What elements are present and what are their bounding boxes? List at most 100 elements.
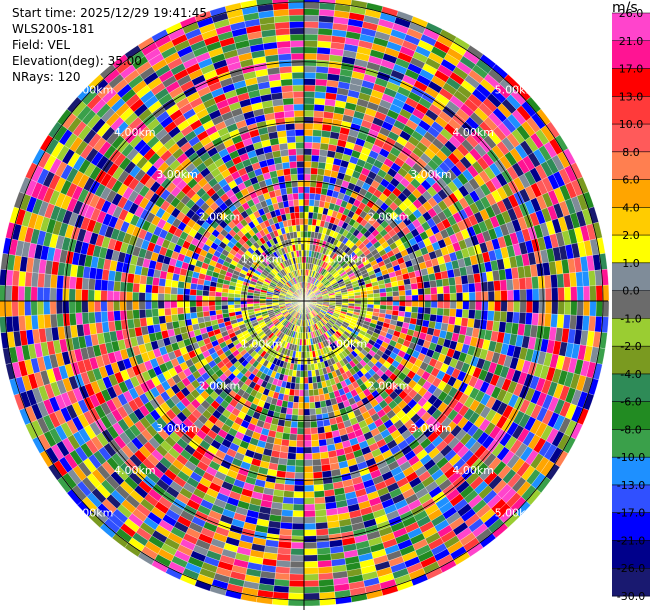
velocity-gate: [202, 295, 209, 302]
velocity-gate: [292, 503, 305, 511]
velocity-gate: [177, 313, 185, 322]
velocity-gate: [215, 291, 222, 297]
velocity-gate: [316, 541, 331, 549]
velocity-gate: [317, 566, 333, 574]
velocity-gate: [303, 110, 315, 118]
velocity-gate: [283, 484, 295, 492]
velocity-gate: [157, 300, 165, 309]
velocity-gate: [310, 167, 319, 175]
velocity-gate: [289, 433, 298, 441]
velocity-gate: [317, 432, 327, 441]
velocity-gate: [309, 408, 317, 416]
velocity-gate: [289, 573, 305, 581]
velocity-gate: [119, 310, 128, 321]
velocity-gate: [282, 496, 294, 505]
velocity-gate: [87, 300, 95, 313]
velocity-gate: [303, 453, 313, 460]
velocity-gate: [308, 395, 315, 403]
velocity-gate: [461, 309, 470, 319]
velocity-gate: [315, 72, 329, 80]
velocity-gate: [499, 279, 508, 291]
velocity-gate: [367, 293, 374, 298]
velocity-gate: [312, 129, 323, 137]
velocity-gate: [49, 287, 57, 302]
velocity-gate: [68, 288, 76, 302]
velocity-gate: [303, 154, 312, 162]
velocity-gate: [321, 130, 331, 138]
velocity-gate: [380, 300, 387, 306]
velocity-gate: [506, 278, 514, 291]
velocity-gate: [295, 446, 305, 454]
velocity-gate: [287, 452, 297, 460]
velocity-gate: [317, 553, 332, 562]
velocity-gate: [303, 46, 318, 54]
velocity-gate: [138, 292, 146, 302]
velocity-gate: [157, 293, 165, 302]
velocity-gate: [289, 567, 305, 575]
velocity-gate: [319, 2, 336, 11]
velocity-gate: [221, 296, 228, 302]
velocity-gate: [311, 148, 321, 156]
velocity-gate: [315, 515, 328, 524]
velocity-gate: [550, 313, 558, 328]
velocity-gate: [303, 224, 309, 232]
velocity-gate: [18, 315, 27, 332]
velocity-gate: [164, 278, 173, 288]
velocity-gate: [303, 529, 317, 537]
velocity-gate: [189, 306, 197, 314]
velocity-gate: [303, 103, 315, 111]
velocity-gate: [288, 439, 297, 448]
velocity-gate: [319, 451, 329, 460]
velocity-gate: [436, 307, 444, 316]
velocity-gate: [575, 271, 584, 287]
velocity-gate: [275, 566, 291, 574]
velocity-gate: [315, 66, 329, 74]
velocity-gate: [314, 496, 326, 505]
velocity-gate: [132, 282, 140, 293]
velocity-gate: [303, 446, 313, 454]
velocity-gate: [164, 286, 172, 295]
velocity-gate: [525, 312, 533, 326]
velocity-gate: [30, 300, 38, 316]
velocity-gate: [313, 388, 320, 396]
velocity-gate: [405, 300, 413, 307]
velocity-gate: [320, 457, 330, 466]
velocity-gate: [318, 585, 335, 594]
velocity-gate: [176, 287, 185, 295]
velocity-gate: [288, 580, 305, 588]
velocity-gate: [292, 510, 305, 518]
velocity-gate: [113, 300, 121, 312]
velocity-gate: [37, 314, 46, 330]
velocity-gate: [500, 300, 508, 312]
velocity-gate: [319, 400, 327, 408]
velocity-gate: [126, 273, 135, 284]
velocity-gate: [480, 281, 489, 292]
velocity-gate: [316, 547, 331, 555]
velocity-gate: [170, 286, 178, 295]
velocity-gate: [215, 309, 223, 316]
velocity-gate: [537, 275, 546, 289]
velocity-gate: [273, 585, 290, 594]
velocity-gate: [315, 522, 329, 530]
velocity-gate: [49, 300, 57, 315]
velocity-gate: [81, 300, 89, 313]
velocity-gate: [506, 289, 514, 302]
velocity-gate: [550, 274, 558, 289]
velocity-gate: [158, 315, 167, 325]
velocity-gate: [214, 296, 222, 302]
velocity-gate: [291, 408, 299, 416]
velocity-gate: [303, 561, 319, 569]
velocity-sectors: [0, 0, 610, 607]
velocity-gate: [311, 446, 321, 454]
velocity-gate: [5, 316, 14, 333]
velocity-gate: [308, 389, 315, 397]
velocity-gate: [303, 148, 313, 156]
velocity-gate: [113, 310, 121, 322]
velocity-gate: [448, 316, 456, 326]
velocity-gate: [575, 315, 584, 331]
velocity-gate: [317, 161, 327, 170]
velocity-gate: [62, 288, 70, 302]
velocity-gate: [318, 8, 335, 17]
velocity-gate: [303, 427, 312, 435]
velocity-gate: [316, 47, 331, 55]
